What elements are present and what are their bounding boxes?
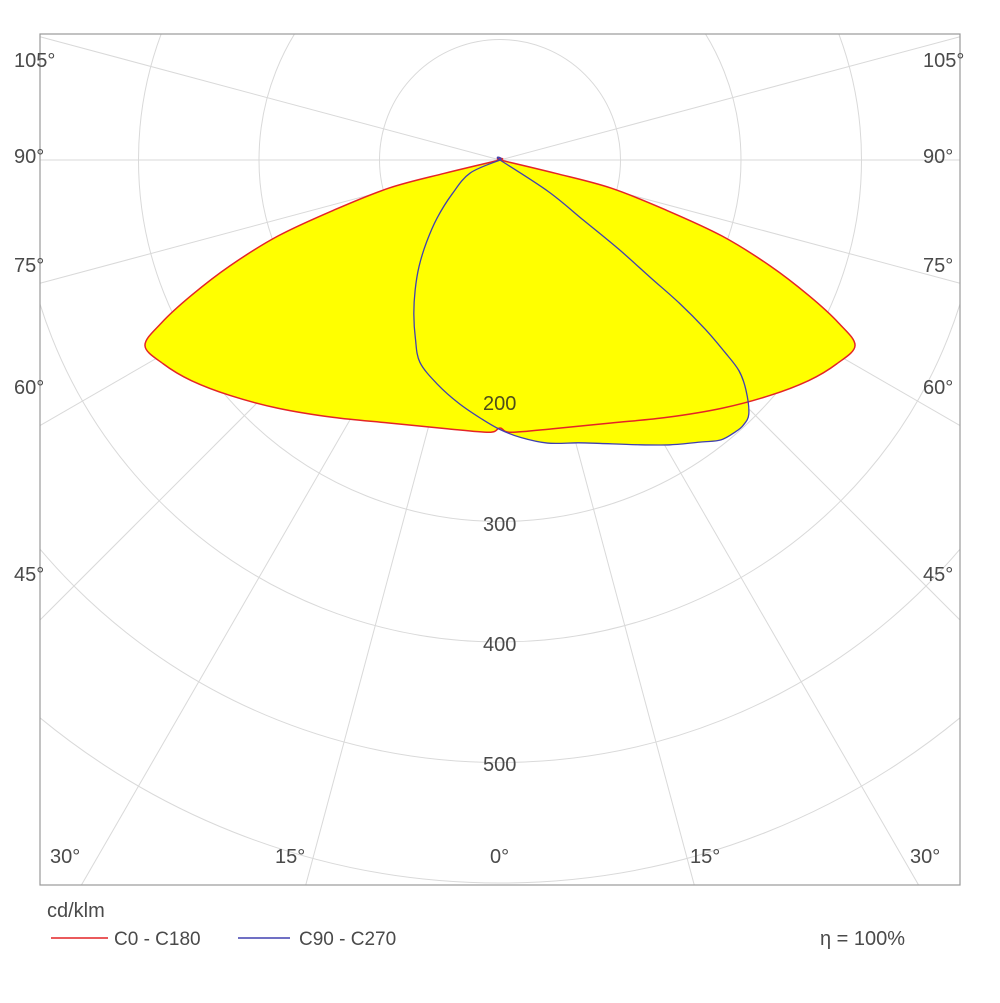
svg-text:η = 100%: η = 100%	[820, 928, 905, 950]
svg-text:C90 - C270: C90 - C270	[299, 929, 396, 950]
svg-text:C0 - C180: C0 - C180	[114, 929, 201, 950]
